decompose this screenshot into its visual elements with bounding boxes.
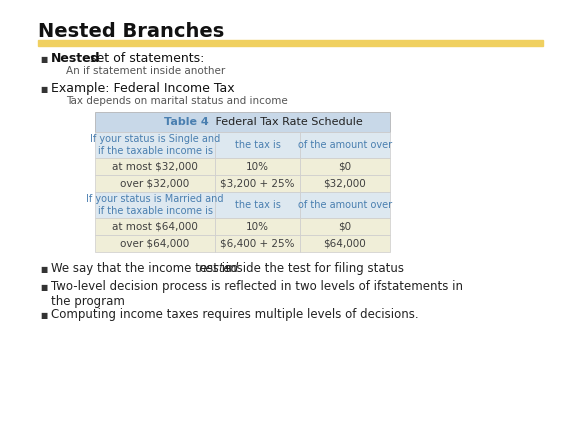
Text: $32,000: $32,000 <box>324 178 366 188</box>
FancyBboxPatch shape <box>300 158 390 175</box>
FancyBboxPatch shape <box>215 132 300 158</box>
Text: $6,400 + 25%: $6,400 + 25% <box>220 238 295 248</box>
Text: ■: ■ <box>40 283 47 292</box>
FancyBboxPatch shape <box>215 175 300 192</box>
Text: Tax depends on marital status and income: Tax depends on marital status and income <box>66 96 288 106</box>
Text: ■: ■ <box>40 311 47 320</box>
FancyBboxPatch shape <box>95 158 215 175</box>
FancyBboxPatch shape <box>215 235 300 252</box>
FancyBboxPatch shape <box>95 132 215 158</box>
FancyBboxPatch shape <box>300 235 390 252</box>
FancyBboxPatch shape <box>95 192 215 218</box>
Text: over $64,000: over $64,000 <box>120 238 190 248</box>
Text: over $32,000: over $32,000 <box>120 178 190 188</box>
Text: We say that the income test is: We say that the income test is <box>51 262 235 275</box>
Text: If your status is Single and
if the taxable income is: If your status is Single and if the taxa… <box>90 134 220 156</box>
FancyBboxPatch shape <box>95 112 390 132</box>
Text: of the amount over: of the amount over <box>298 200 392 210</box>
Text: set of statements:: set of statements: <box>86 52 204 65</box>
Text: An if statement inside another: An if statement inside another <box>66 66 225 76</box>
Text: Federal Tax Rate Schedule: Federal Tax Rate Schedule <box>213 117 363 127</box>
Text: Example: Federal Income Tax: Example: Federal Income Tax <box>51 82 234 95</box>
FancyBboxPatch shape <box>215 218 300 235</box>
Bar <box>38 40 543 46</box>
Text: $3,200 + 25%: $3,200 + 25% <box>220 178 295 188</box>
Text: Nested: Nested <box>51 52 100 65</box>
FancyBboxPatch shape <box>95 175 215 192</box>
FancyBboxPatch shape <box>95 235 215 252</box>
FancyBboxPatch shape <box>300 132 390 158</box>
Text: Two-level decision process is reflected in two levels of ifstatements in
the pro: Two-level decision process is reflected … <box>51 280 463 308</box>
Text: Nested Branches: Nested Branches <box>38 22 224 41</box>
FancyBboxPatch shape <box>95 218 215 235</box>
Text: $0: $0 <box>339 222 351 232</box>
Text: 10%: 10% <box>246 222 269 232</box>
Text: nested: nested <box>198 262 238 275</box>
FancyBboxPatch shape <box>215 192 300 218</box>
Text: ■: ■ <box>40 265 47 274</box>
Text: Table 4: Table 4 <box>164 117 213 127</box>
Text: If your status is Married and
if the taxable income is: If your status is Married and if the tax… <box>86 194 223 216</box>
FancyBboxPatch shape <box>300 192 390 218</box>
Text: inside the test for filing status: inside the test for filing status <box>222 262 404 275</box>
FancyBboxPatch shape <box>300 175 390 192</box>
Text: the tax is: the tax is <box>234 140 281 150</box>
Text: Computing income taxes requires multiple levels of decisions.: Computing income taxes requires multiple… <box>51 308 419 321</box>
Text: 10%: 10% <box>246 162 269 172</box>
Text: ■: ■ <box>40 55 47 64</box>
Text: ■: ■ <box>40 85 47 94</box>
Text: the tax is: the tax is <box>234 200 281 210</box>
FancyBboxPatch shape <box>300 218 390 235</box>
Text: $0: $0 <box>339 162 351 172</box>
Text: of the amount over: of the amount over <box>298 140 392 150</box>
Text: $64,000: $64,000 <box>324 238 366 248</box>
Text: at most $64,000: at most $64,000 <box>112 222 198 232</box>
FancyBboxPatch shape <box>215 158 300 175</box>
Text: at most $32,000: at most $32,000 <box>112 162 198 172</box>
